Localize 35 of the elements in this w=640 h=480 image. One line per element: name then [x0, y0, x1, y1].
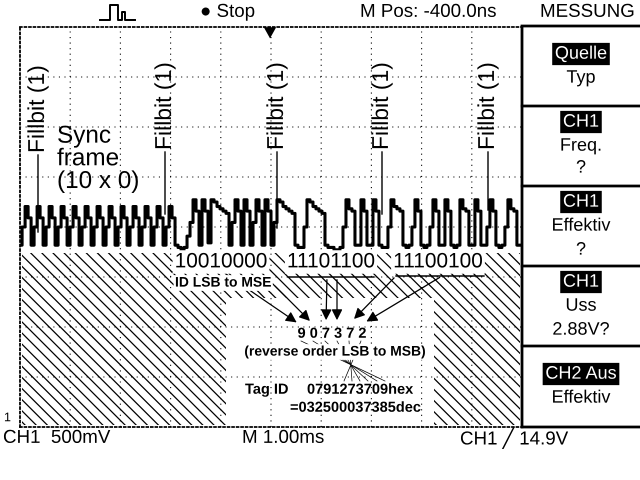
annotation: 9 0 7 3 7 2 — [298, 328, 366, 338]
text: Effektiv — [553, 218, 610, 231]
text: CH2 Aus — [546, 366, 616, 379]
text: CH1 — [564, 114, 598, 127]
text: CH1 — [564, 274, 598, 287]
text: CH1 — [564, 194, 598, 207]
text: Fillbit (1) — [27, 66, 49, 152]
annotation: (reverse order LSB to MSB) — [245, 346, 425, 358]
text: Fillbit (1) — [477, 64, 499, 148]
annotation: 10010000 — [176, 252, 267, 268]
text: Quelle — [556, 46, 606, 62]
annotation: 11101100 — [288, 252, 374, 268]
text: Freq. — [561, 138, 600, 154]
text: Fillbit (1) — [154, 64, 176, 148]
annotation: ID LSB to MSE — [176, 276, 271, 287]
annotation: =032500037385dec — [290, 401, 421, 412]
text: M 1.00ms — [244, 430, 324, 444]
text: Fillbit (1) — [266, 64, 288, 148]
text: CH1 500mV — [4, 430, 110, 444]
text: MESSUNG — [542, 4, 634, 18]
text: 1 — [4, 412, 10, 422]
text: ? — [576, 242, 586, 255]
annotation: 0791273709hex — [308, 383, 414, 394]
text: 2.88V? — [553, 322, 609, 335]
text: CH1 ╱ 14.9V — [460, 427, 568, 449]
annotation: 11100100 — [394, 252, 482, 268]
text: M Pos: -400.0ns — [362, 4, 496, 18]
text: Fillbit (1) — [371, 64, 393, 148]
text: Sync frame (10 x 0) — [57, 126, 138, 193]
text: Uss — [566, 298, 596, 311]
text: ? — [576, 160, 586, 173]
text: Effektiv — [553, 390, 610, 403]
annotation: Tag ID — [245, 384, 288, 397]
text: Typ — [566, 70, 595, 86]
text: ● Stop — [202, 4, 254, 21]
